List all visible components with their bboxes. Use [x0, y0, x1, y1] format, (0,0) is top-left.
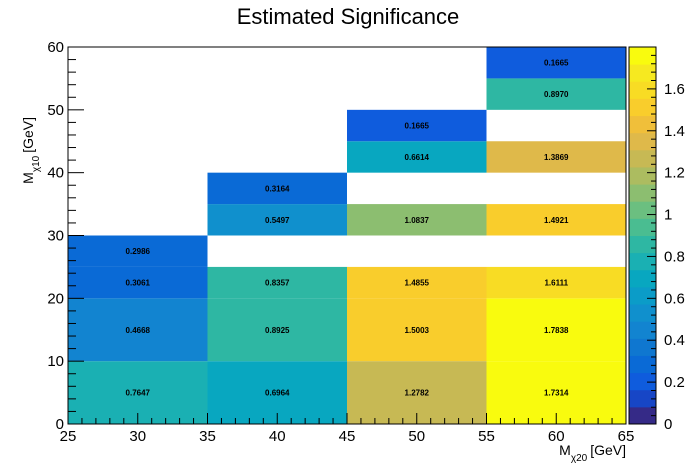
y-tick-label: 20 — [47, 290, 64, 307]
cell-value-label: 1.4855 — [405, 279, 430, 288]
cell-value-label: 1.5003 — [405, 326, 430, 335]
cell-value-label: 0.1665 — [405, 122, 430, 131]
y-tick-label: 60 — [47, 39, 64, 56]
cell-value-label: 0.1665 — [544, 59, 569, 68]
cell-value-label: 0.6964 — [265, 389, 290, 398]
heatmap-cell-labels: 0.7647 0.4668 0.3061 0.2986 0.6964 0.8925 0.83… — [126, 59, 570, 398]
heatmap-cell — [347, 204, 487, 236]
heatmap-cell — [486, 78, 626, 110]
heatmap-cell — [347, 298, 487, 362]
colorbar-segment — [629, 406, 656, 425]
colorbar-segment — [629, 98, 656, 117]
heatmap-cell — [68, 235, 208, 267]
colorbar-segment — [629, 286, 656, 305]
cell-value-label: 1.0837 — [405, 216, 430, 225]
y-tick-label: 40 — [47, 165, 64, 182]
colorbar-tick-label: 0.2 — [664, 374, 685, 391]
colorbar-segment — [629, 47, 656, 65]
x-tick-label: 30 — [129, 428, 146, 445]
cell-value-label: 1.7314 — [544, 389, 569, 398]
colorbar-segment — [629, 81, 656, 99]
heatmap-cell — [486, 47, 626, 79]
colorbar-segment — [629, 269, 656, 288]
colorbar-segment — [629, 218, 656, 236]
colorbar-segment — [629, 389, 656, 408]
heatmap-cell — [486, 266, 626, 299]
x-tick-label: 45 — [339, 428, 356, 445]
cell-value-label: 0.8925 — [265, 326, 290, 335]
colorbar-segment — [629, 184, 656, 202]
chart-title: Estimated Significance — [237, 4, 460, 29]
cell-value-label: 0.8970 — [544, 90, 569, 99]
cell-value-label: 1.2782 — [405, 389, 430, 398]
y-axis-label: Mχ10[GeV] — [20, 117, 42, 184]
colorbar-segment — [629, 201, 656, 219]
heatmap-cell — [207, 204, 347, 236]
colorbar-segment — [629, 338, 656, 356]
cell-value-label: 0.5497 — [265, 216, 290, 225]
heatmap-cell — [68, 298, 208, 362]
colorbar-tick-label: 1.2 — [664, 165, 685, 182]
colorbar-frame — [628, 46, 657, 425]
cell-value-label: 0.2986 — [126, 247, 151, 256]
colorbar-tick-label: 1.4 — [664, 123, 685, 140]
colorbar-tick-label: 1 — [664, 207, 672, 224]
heatmap-cell — [486, 204, 626, 236]
colorbar-segment — [629, 64, 656, 82]
color-scale-axis: 0 0.2 0.4 0.6 0.8 1 1.2 1.4 1.6 — [647, 54, 685, 433]
y-tick-label: 0 — [56, 416, 64, 433]
y-axis: 0 10 20 30 40 50 60 — [47, 39, 84, 433]
colorbar-tick-label: 0.8 — [664, 248, 685, 265]
heatmap-cell — [207, 172, 347, 205]
cell-value-label: 0.7647 — [126, 389, 151, 398]
x-tick-label: 25 — [60, 428, 77, 445]
colorbar-tick-label: 0.6 — [664, 290, 685, 307]
heatmap-cell — [486, 141, 626, 173]
colorbar-tick-label: 1.6 — [664, 81, 685, 98]
colorbar-tick-label: 0.4 — [664, 332, 685, 349]
cell-value-label: 0.6614 — [405, 153, 430, 162]
x-axis-label: Mχ20 [GeV] — [559, 442, 626, 464]
colorbar-segment — [629, 355, 656, 374]
colorbar-segment — [629, 321, 656, 339]
cell-value-label: 1.4921 — [544, 216, 569, 225]
x-axis: 25 30 35 40 45 50 55 60 65 — [60, 413, 635, 445]
x-tick-label: 40 — [269, 428, 286, 445]
colorbar-segment — [629, 235, 656, 254]
y-tick-label: 30 — [47, 228, 64, 245]
y-tick-label: 10 — [47, 353, 64, 370]
cell-value-label: 0.4668 — [126, 326, 151, 335]
colorbar-tick-label: 0 — [664, 416, 672, 433]
color-scale-bar — [628, 46, 657, 425]
cell-value-label: 1.3869 — [544, 153, 569, 162]
x-tick-label: 35 — [199, 428, 216, 445]
heatmap-cells — [68, 47, 626, 424]
heatmap-cell — [68, 266, 208, 299]
colorbar-segment — [629, 149, 656, 168]
cell-value-label: 0.8357 — [265, 279, 290, 288]
colorbar-segment — [629, 132, 656, 151]
heatmap-cell — [347, 109, 487, 142]
cell-value-label: 0.3061 — [126, 279, 151, 288]
heatmap-cell — [207, 298, 347, 362]
heatmap-cell — [486, 298, 626, 362]
heatmap-cell — [347, 266, 487, 299]
colorbar-segment — [629, 304, 656, 322]
cell-value-label: 1.6111 — [544, 279, 568, 288]
x-tick-label: 50 — [408, 428, 425, 445]
x-tick-label: 55 — [478, 428, 495, 445]
colorbar-segment — [629, 115, 656, 134]
colorbar-segment — [629, 166, 656, 185]
colorbar-segment — [629, 372, 656, 391]
x-tick-label: 65 — [618, 428, 635, 445]
heatmap-cell — [347, 141, 487, 173]
cell-value-label: 1.7838 — [544, 326, 569, 335]
x-tick-label: 60 — [548, 428, 565, 445]
cell-value-label: 0.3164 — [265, 184, 290, 193]
y-tick-label: 50 — [47, 102, 64, 119]
heatmap-cell — [207, 266, 347, 299]
colorbar-segment — [629, 252, 656, 271]
